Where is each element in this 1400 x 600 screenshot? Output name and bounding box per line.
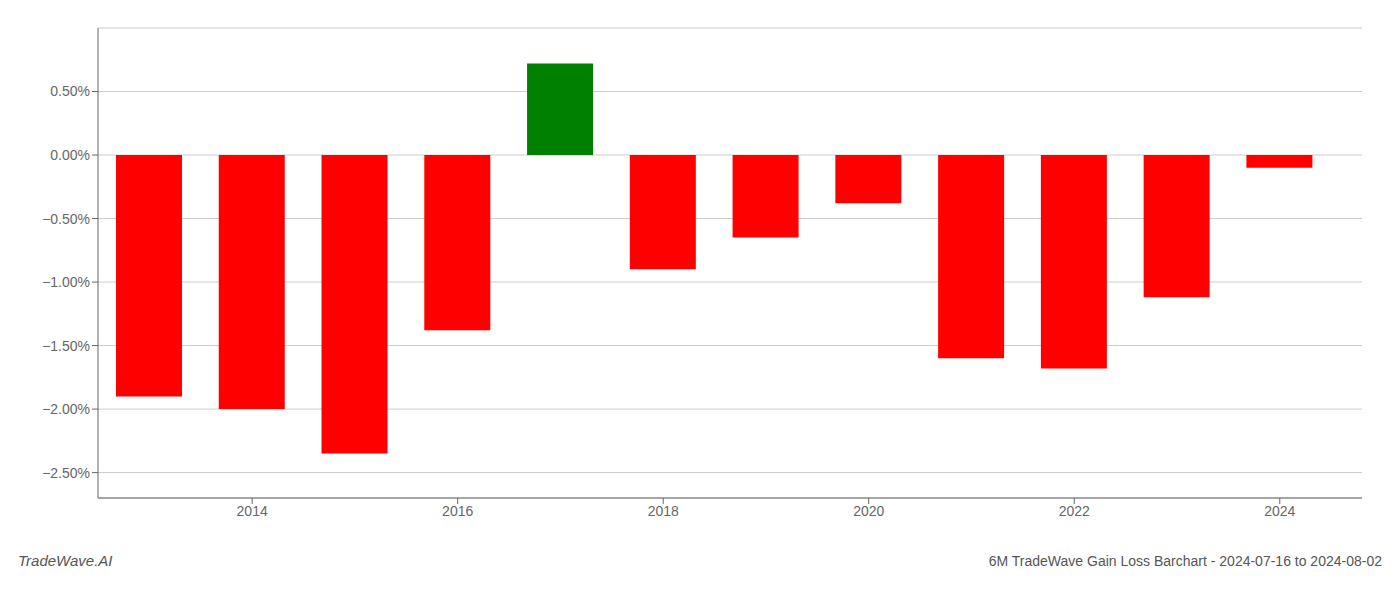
- svg-text:−1.00%: −1.00%: [42, 274, 90, 290]
- svg-text:−1.50%: −1.50%: [42, 338, 90, 354]
- svg-text:2022: 2022: [1059, 503, 1090, 519]
- svg-text:2024: 2024: [1264, 503, 1295, 519]
- svg-text:−2.00%: −2.00%: [42, 401, 90, 417]
- html-text:TradeWave.AI: TradeWave.AI: [18, 552, 113, 569]
- svg-text:−0.50%: −0.50%: [42, 211, 90, 227]
- svg-text:2020: 2020: [853, 503, 884, 519]
- html-text:6M TradeWave Gain Loss Barchar: 6M TradeWave Gain Loss Barchart - 2024-0…: [988, 553, 1382, 569]
- svg-text:2014: 2014: [237, 503, 268, 519]
- svg-text:0.50%: 0.50%: [50, 83, 90, 99]
- svg-text:0.00%: 0.00%: [50, 147, 90, 163]
- svg-text:−2.50%: −2.50%: [42, 465, 90, 481]
- svg-text:2016: 2016: [442, 503, 473, 519]
- svg-text:2018: 2018: [648, 503, 679, 519]
